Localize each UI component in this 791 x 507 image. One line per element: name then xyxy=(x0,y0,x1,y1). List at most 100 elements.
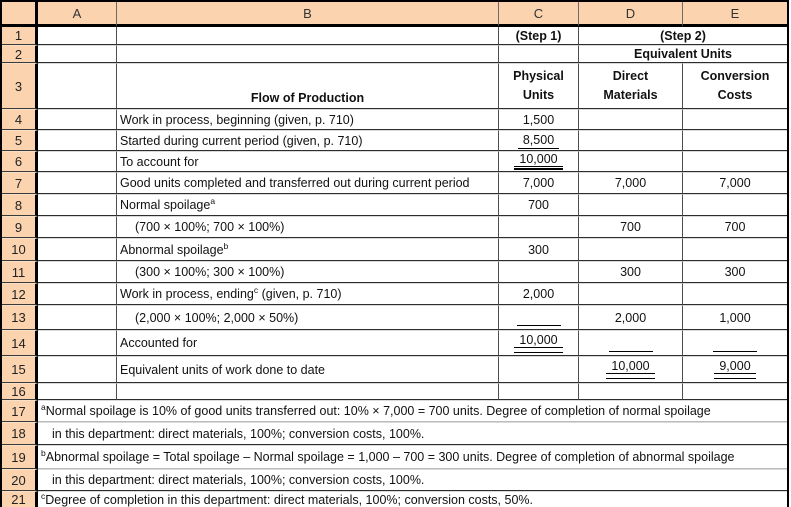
cell-r20-c0[interactable]: in this department: direct materials, 10… xyxy=(38,469,787,491)
cell-r3-c1[interactable]: Flow of Production xyxy=(117,63,499,109)
cell-r2-c3[interactable]: Equivalent Units xyxy=(579,45,787,63)
cell-r2-c0[interactable] xyxy=(38,45,117,63)
cell-r18-c0[interactable]: in this department: direct materials, 10… xyxy=(38,422,787,445)
cell-r11-c4[interactable]: 300 xyxy=(683,261,787,283)
cell-r19-c0[interactable]: bAbnormal spoilage = Total spoilage – No… xyxy=(38,445,787,469)
cell-r8-c4[interactable] xyxy=(683,194,787,216)
row-header-14[interactable]: 14 xyxy=(2,330,38,356)
row-header-1[interactable]: 1 xyxy=(2,27,38,45)
cell-r12-c3[interactable] xyxy=(579,283,683,305)
cell-r5-c4[interactable] xyxy=(683,130,787,151)
cell-r3-c2[interactable]: Physical Units xyxy=(499,63,579,109)
cell-r10-c3[interactable] xyxy=(579,238,683,261)
row-header-2[interactable]: 2 xyxy=(2,45,38,63)
column-header-E[interactable]: E xyxy=(683,2,787,27)
row-header-3[interactable]: 3 xyxy=(2,63,38,109)
cell-r8-c1[interactable]: Normal spoilagea xyxy=(117,194,499,216)
column-header-C[interactable]: C xyxy=(499,2,579,27)
cell-r5-c0[interactable] xyxy=(38,130,117,151)
cell-r8-c3[interactable] xyxy=(579,194,683,216)
cell-r4-c1[interactable]: Work in process, beginning (given, p. 71… xyxy=(117,109,499,130)
cell-r7-c4[interactable]: 7,000 xyxy=(683,172,787,194)
cell-r12-c4[interactable] xyxy=(683,283,787,305)
row-header-13[interactable]: 13 xyxy=(2,305,38,330)
cell-r17-c0[interactable]: aNormal spoilage is 10% of good units tr… xyxy=(38,400,787,422)
cell-r7-c3[interactable]: 7,000 xyxy=(579,172,683,194)
row-header-19[interactable]: 19 xyxy=(2,445,38,469)
cell-r9-c2[interactable] xyxy=(499,216,579,238)
row-header-11[interactable]: 11 xyxy=(2,261,38,283)
cell-r13-c0[interactable] xyxy=(38,305,117,330)
cell-r5-c3[interactable] xyxy=(579,130,683,151)
row-header-9[interactable]: 9 xyxy=(2,216,38,238)
cell-r8-c2[interactable]: 700 xyxy=(499,194,579,216)
cell-r11-c3[interactable]: 300 xyxy=(579,261,683,283)
cell-r3-c0[interactable] xyxy=(38,63,117,109)
cell-r9-c3[interactable]: 700 xyxy=(579,216,683,238)
cell-r14-c2[interactable]: 10,000 xyxy=(499,330,579,356)
cell-r21-c0[interactable]: cDegree of completion in this department… xyxy=(38,491,787,507)
cell-r4-c2[interactable]: 1,500 xyxy=(499,109,579,130)
cell-r9-c0[interactable] xyxy=(38,216,117,238)
row-header-21[interactable]: 21 xyxy=(2,491,38,507)
cell-r15-c2[interactable] xyxy=(499,356,579,383)
cell-r1-c2[interactable]: (Step 1) xyxy=(499,27,579,45)
cell-r15-c0[interactable] xyxy=(38,356,117,383)
cell-r7-c1[interactable]: Good units completed and transferred out… xyxy=(117,172,499,194)
cell-r10-c2[interactable]: 300 xyxy=(499,238,579,261)
cell-r15-c3[interactable]: 10,000 xyxy=(579,356,683,383)
cell-r9-c1[interactable]: (700 × 100%; 700 × 100%) xyxy=(117,216,499,238)
cell-r2-c1[interactable] xyxy=(117,45,499,63)
cell-r5-c2[interactable]: 8,500 xyxy=(499,130,579,151)
row-header-7[interactable]: 7 xyxy=(2,172,38,194)
cell-r16-c3[interactable] xyxy=(579,383,683,400)
cell-r13-c4[interactable]: 1,000 xyxy=(683,305,787,330)
cell-r4-c3[interactable] xyxy=(579,109,683,130)
cell-r13-c3[interactable]: 2,000 xyxy=(579,305,683,330)
cell-r4-c4[interactable] xyxy=(683,109,787,130)
cell-r7-c0[interactable] xyxy=(38,172,117,194)
row-header-17[interactable]: 17 xyxy=(2,400,38,422)
cell-r16-c0[interactable] xyxy=(38,383,117,400)
cell-r14-c1[interactable]: Accounted for xyxy=(117,330,499,356)
row-header-8[interactable]: 8 xyxy=(2,194,38,216)
cell-r1-c1[interactable] xyxy=(117,27,499,45)
cell-r10-c1[interactable]: Abnormal spoilageb xyxy=(117,238,499,261)
row-header-18[interactable]: 18 xyxy=(2,422,38,445)
cell-r12-c0[interactable] xyxy=(38,283,117,305)
cell-r6-c2[interactable]: 10,000 xyxy=(499,151,579,172)
cell-r13-c1[interactable]: (2,000 × 100%; 2,000 × 50%) xyxy=(117,305,499,330)
cell-r11-c2[interactable] xyxy=(499,261,579,283)
cell-r9-c4[interactable]: 700 xyxy=(683,216,787,238)
cell-r16-c4[interactable] xyxy=(683,383,787,400)
row-header-10[interactable]: 10 xyxy=(2,238,38,261)
row-header-6[interactable]: 6 xyxy=(2,151,38,172)
cell-r6-c4[interactable] xyxy=(683,151,787,172)
cell-r16-c2[interactable] xyxy=(499,383,579,400)
cell-r5-c1[interactable]: Started during current period (given, p.… xyxy=(117,130,499,151)
cell-r10-c0[interactable] xyxy=(38,238,117,261)
cell-r12-c2[interactable]: 2,000 xyxy=(499,283,579,305)
cell-r4-c0[interactable] xyxy=(38,109,117,130)
row-header-12[interactable]: 12 xyxy=(2,283,38,305)
column-header-B[interactable]: B xyxy=(117,2,499,27)
cell-r3-c3[interactable]: Direct Materials xyxy=(579,63,683,109)
cell-r11-c1[interactable]: (300 × 100%; 300 × 100%) xyxy=(117,261,499,283)
cell-r12-c1[interactable]: Work in process, endingc (given, p. 710) xyxy=(117,283,499,305)
row-header-20[interactable]: 20 xyxy=(2,469,38,491)
cell-r14-c3[interactable] xyxy=(579,330,683,356)
cell-r11-c0[interactable] xyxy=(38,261,117,283)
row-header-5[interactable]: 5 xyxy=(2,130,38,151)
cell-r6-c0[interactable] xyxy=(38,151,117,172)
cell-r6-c3[interactable] xyxy=(579,151,683,172)
cell-r1-c3[interactable]: (Step 2) xyxy=(579,27,787,45)
cell-r3-c4[interactable]: Conversion Costs xyxy=(683,63,787,109)
column-header-A[interactable]: A xyxy=(38,2,117,27)
cell-r2-c2[interactable] xyxy=(499,45,579,63)
cell-r8-c0[interactable] xyxy=(38,194,117,216)
cell-r1-c0[interactable] xyxy=(38,27,117,45)
cell-r14-c0[interactable] xyxy=(38,330,117,356)
select-all-corner[interactable] xyxy=(2,2,38,27)
cell-r7-c2[interactable]: 7,000 xyxy=(499,172,579,194)
row-header-15[interactable]: 15 xyxy=(2,356,38,383)
